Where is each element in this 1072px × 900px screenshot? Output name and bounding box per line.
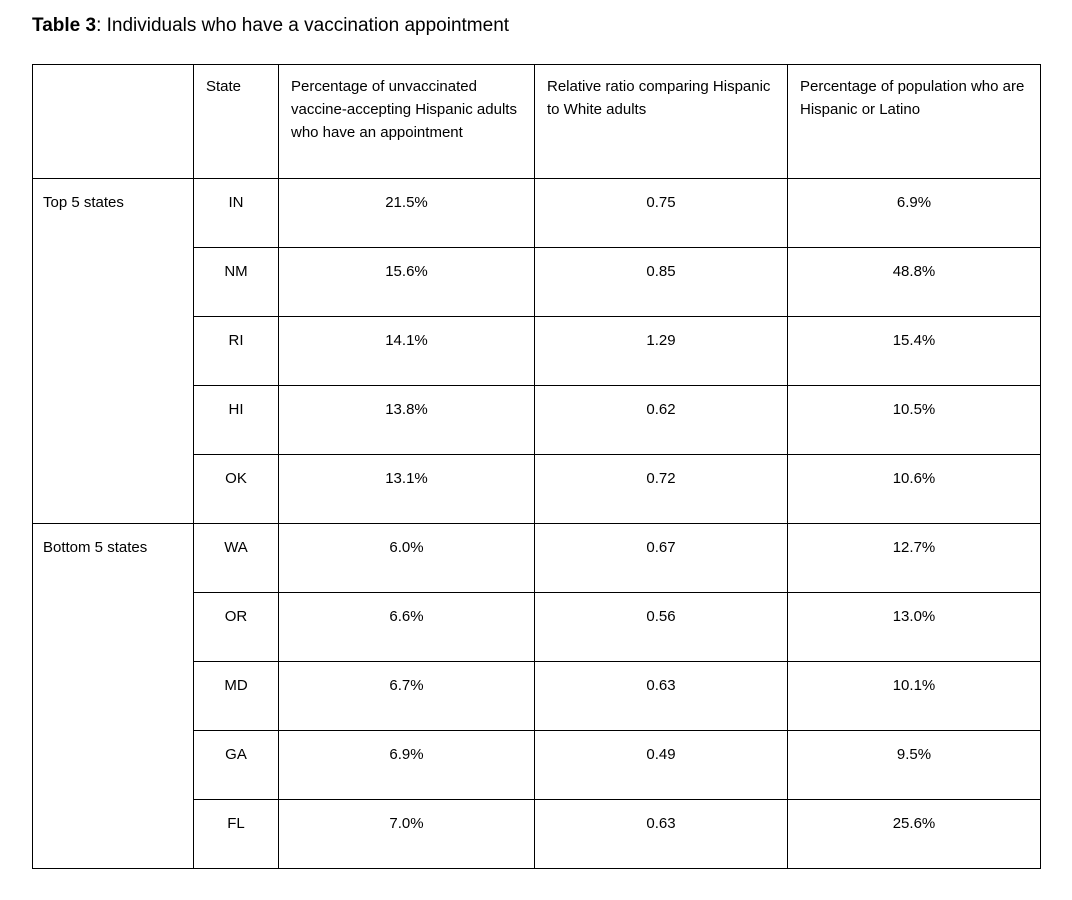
state-cell: WA: [193, 523, 279, 593]
table-row: MD 6.7% 0.63 10.1%: [33, 661, 1041, 731]
relative-ratio-cell: 0.72: [534, 454, 788, 524]
pct-hispanic-cell: 9.5%: [787, 730, 1041, 800]
table-row: GA 6.9% 0.49 9.5%: [33, 730, 1041, 800]
pct-appointment-cell: 15.6%: [278, 247, 535, 317]
state-cell: NM: [193, 247, 279, 317]
state-cell: IN: [193, 178, 279, 248]
pct-hispanic-cell: 48.8%: [787, 247, 1041, 317]
relative-ratio-cell: 0.63: [534, 661, 788, 731]
state-cell: OK: [193, 454, 279, 524]
pct-appointment-cell: 7.0%: [278, 799, 535, 869]
group-label-top5: Top 5 states: [32, 178, 194, 524]
table-row: FL 7.0% 0.63 25.6%: [33, 799, 1041, 869]
vaccination-appointment-table: State Percentage of unvaccinated vaccine…: [32, 64, 1041, 869]
table-row: OK 13.1% 0.72 10.6%: [33, 454, 1041, 524]
relative-ratio-cell: 0.67: [534, 523, 788, 593]
group-label-bottom5: Bottom 5 states: [32, 523, 194, 869]
relative-ratio-cell: 0.56: [534, 592, 788, 662]
pct-appointment-cell: 13.1%: [278, 454, 535, 524]
state-cell: MD: [193, 661, 279, 731]
relative-ratio-cell: 0.85: [534, 247, 788, 317]
pct-hispanic-cell: 10.6%: [787, 454, 1041, 524]
table-caption-text: : Individuals who have a vaccination app…: [96, 15, 510, 36]
pct-appointment-cell: 14.1%: [278, 316, 535, 386]
pct-hispanic-cell: 15.4%: [787, 316, 1041, 386]
pct-appointment-cell: 6.9%: [278, 730, 535, 800]
state-cell: OR: [193, 592, 279, 662]
header-cell-state: State: [193, 64, 279, 179]
relative-ratio-cell: 0.62: [534, 385, 788, 455]
pct-appointment-cell: 6.7%: [278, 661, 535, 731]
pct-hispanic-cell: 12.7%: [787, 523, 1041, 593]
relative-ratio-cell: 0.49: [534, 730, 788, 800]
table-row: Top 5 states IN 21.5% 0.75 6.9%: [32, 178, 1041, 524]
header-cell-group: [32, 64, 194, 179]
pct-hispanic-cell: 10.1%: [787, 661, 1041, 731]
table-row: RI 14.1% 1.29 15.4%: [33, 316, 1041, 386]
pct-appointment-cell: 6.6%: [278, 592, 535, 662]
table-caption: Table 3: Individuals who have a vaccinat…: [32, 14, 1040, 37]
relative-ratio-cell: 0.63: [534, 799, 788, 869]
pct-hispanic-cell: 10.5%: [787, 385, 1041, 455]
state-cell: FL: [193, 799, 279, 869]
header-cell-relative-ratio: Relative ratio comparing Hispanic to Whi…: [534, 64, 788, 179]
pct-hispanic-cell: 6.9%: [787, 178, 1041, 248]
relative-ratio-cell: 0.75: [534, 178, 788, 248]
header-cell-pct-hispanic-population: Percentage of population who are Hispani…: [787, 64, 1041, 179]
relative-ratio-cell: 1.29: [534, 316, 788, 386]
header-cell-pct-appointment: Percentage of unvaccinated vaccine-accep…: [278, 64, 535, 179]
pct-hispanic-cell: 13.0%: [787, 592, 1041, 662]
table-row: HI 13.8% 0.62 10.5%: [33, 385, 1041, 455]
state-cell: RI: [193, 316, 279, 386]
header-row: State Percentage of unvaccinated vaccine…: [32, 64, 1041, 179]
table-row: NM 15.6% 0.85 48.8%: [33, 247, 1041, 317]
state-cell: HI: [193, 385, 279, 455]
pct-hispanic-cell: 25.6%: [787, 799, 1041, 869]
pct-appointment-cell: 21.5%: [278, 178, 535, 248]
pct-appointment-cell: 6.0%: [278, 523, 535, 593]
table-caption-label: Table 3: [32, 15, 97, 36]
table-row: OR 6.6% 0.56 13.0%: [33, 592, 1041, 662]
table-row: Bottom 5 states WA 6.0% 0.67 12.7%: [32, 523, 1041, 869]
pct-appointment-cell: 13.8%: [278, 385, 535, 455]
state-cell: GA: [193, 730, 279, 800]
